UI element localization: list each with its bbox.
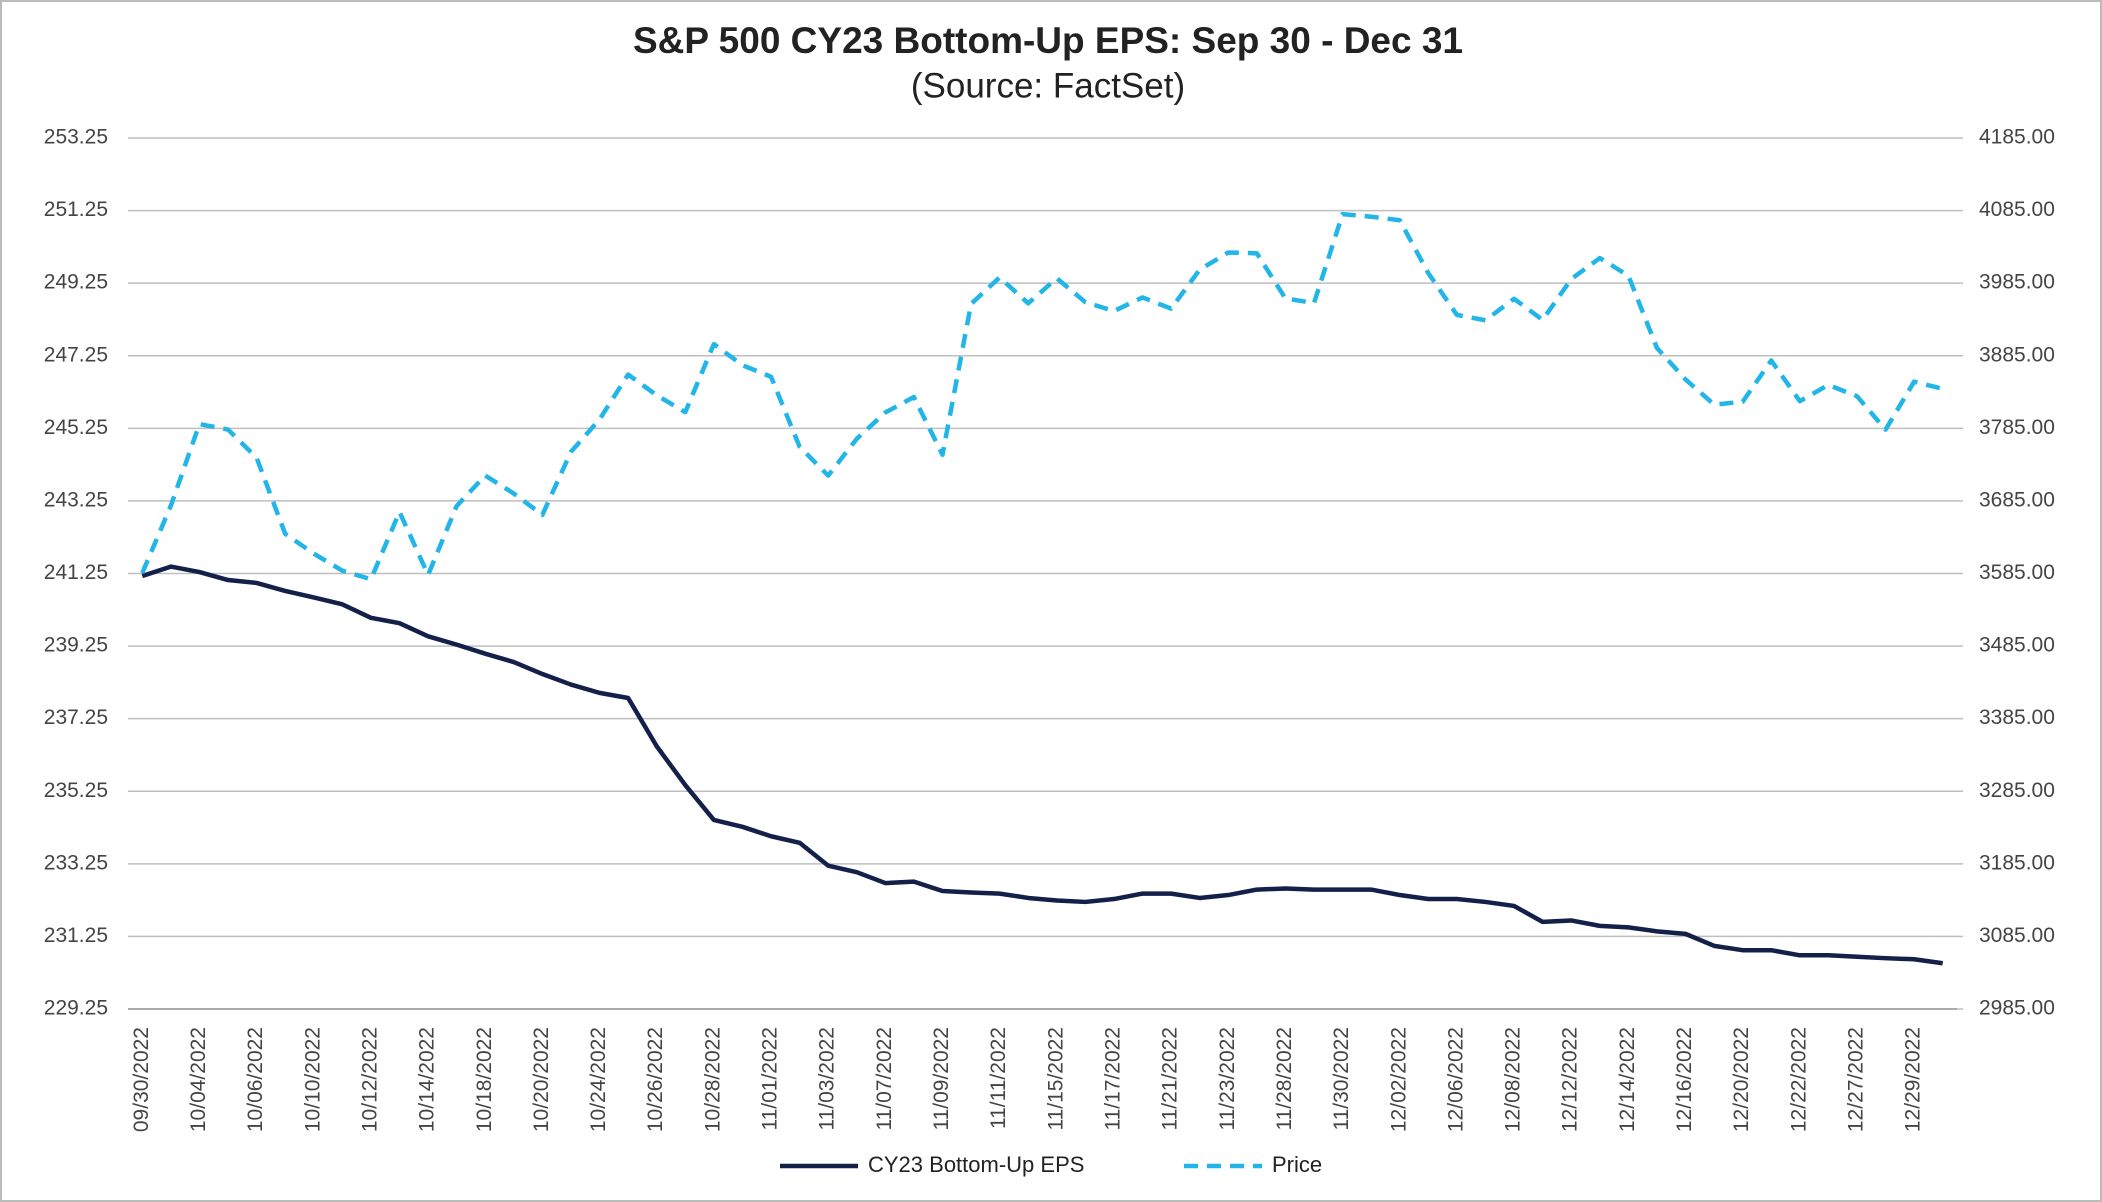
x-tick-label: 12/06/2022 <box>1444 1027 1467 1132</box>
x-tick-label: 12/22/2022 <box>1787 1027 1810 1132</box>
y2-tick-label: 3385.00 <box>1979 706 2055 729</box>
x-tick-label: 10/26/2022 <box>644 1027 667 1132</box>
series-line <box>140 211 1944 582</box>
x-tick-label: 11/11/2022 <box>987 1027 1010 1129</box>
y2-tick-label: 3885.00 <box>1979 343 2055 366</box>
y2-tick-label: 3285.00 <box>1979 779 2055 802</box>
y-tick-label: 239.25 <box>44 634 108 657</box>
y2-tick-label: 3185.00 <box>1979 851 2055 874</box>
x-tick-label: 09/30/2022 <box>130 1027 153 1132</box>
y-tick-label: 237.25 <box>44 706 108 729</box>
y-tick-label: 253.25 <box>44 126 108 149</box>
legend-label: Price <box>1272 1152 1322 1177</box>
y2-tick-label: 2985.00 <box>1979 997 2055 1020</box>
y2-tick-label: 3785.00 <box>1979 416 2055 439</box>
y-tick-label: 241.25 <box>44 561 108 584</box>
x-tick-label: 11/28/2022 <box>1273 1027 1296 1131</box>
y-tick-label: 245.25 <box>44 416 108 439</box>
series-line <box>141 564 1944 966</box>
x-tick-label: 10/12/2022 <box>358 1027 381 1132</box>
chart-title: S&P 500 CY23 Bottom-Up EPS: Sep 30 - Dec… <box>633 20 1463 61</box>
x-tick-label: 11/03/2022 <box>816 1027 839 1131</box>
x-tick-label: 10/28/2022 <box>701 1027 724 1132</box>
y-tick-label: 251.25 <box>44 198 108 221</box>
x-tick-label: 10/10/2022 <box>301 1027 324 1132</box>
x-tick-label: 11/21/2022 <box>1159 1027 1182 1131</box>
y-tick-label: 231.25 <box>44 924 108 947</box>
x-tick-label: 11/30/2022 <box>1330 1027 1353 1131</box>
y2-tick-label: 3085.00 <box>1979 924 2055 947</box>
x-tick-label: 11/23/2022 <box>1216 1027 1239 1131</box>
x-tick-label: 12/14/2022 <box>1616 1027 1639 1132</box>
x-tick-label: 10/04/2022 <box>187 1027 210 1132</box>
x-tick-label: 12/16/2022 <box>1673 1027 1696 1132</box>
x-tick-label: 10/18/2022 <box>473 1027 496 1132</box>
y2-tick-label: 3685.00 <box>1979 488 2055 511</box>
y-tick-label: 249.25 <box>44 271 108 294</box>
x-tick-label: 12/12/2022 <box>1559 1027 1582 1132</box>
x-tick-label: 12/08/2022 <box>1502 1027 1525 1132</box>
chart-subtitle: (Source: FactSet) <box>911 66 1185 105</box>
y-tick-label: 243.25 <box>44 488 108 511</box>
x-tick-label: 11/07/2022 <box>873 1027 896 1131</box>
x-tick-label: 11/09/2022 <box>930 1027 953 1131</box>
x-tick-label: 12/29/2022 <box>1902 1027 1925 1132</box>
y-tick-label: 247.25 <box>44 343 108 366</box>
x-tick-label: 12/02/2022 <box>1387 1027 1410 1132</box>
y2-tick-label: 3485.00 <box>1979 634 2055 657</box>
x-tick-label: 11/17/2022 <box>1101 1027 1124 1131</box>
x-tick-label: 10/24/2022 <box>587 1027 610 1132</box>
x-tick-label: 12/27/2022 <box>1845 1027 1868 1132</box>
x-tick-label: 10/14/2022 <box>416 1027 439 1132</box>
x-tick-label: 11/15/2022 <box>1044 1027 1067 1131</box>
x-tick-label: 10/06/2022 <box>244 1027 267 1132</box>
legend-label: CY23 Bottom-Up EPS <box>868 1152 1084 1177</box>
y-tick-label: 229.25 <box>44 997 108 1020</box>
y-tick-label: 235.25 <box>44 779 108 802</box>
y2-tick-label: 3585.00 <box>1979 561 2055 584</box>
y2-tick-label: 4185.00 <box>1979 126 2055 149</box>
x-tick-label: 10/20/2022 <box>530 1027 553 1132</box>
y2-tick-label: 3985.00 <box>1979 271 2055 294</box>
x-tick-label: 11/01/2022 <box>759 1027 782 1131</box>
y-tick-label: 233.25 <box>44 851 108 874</box>
x-tick-label: 12/20/2022 <box>1730 1027 1753 1132</box>
y2-tick-label: 4085.00 <box>1979 198 2055 221</box>
